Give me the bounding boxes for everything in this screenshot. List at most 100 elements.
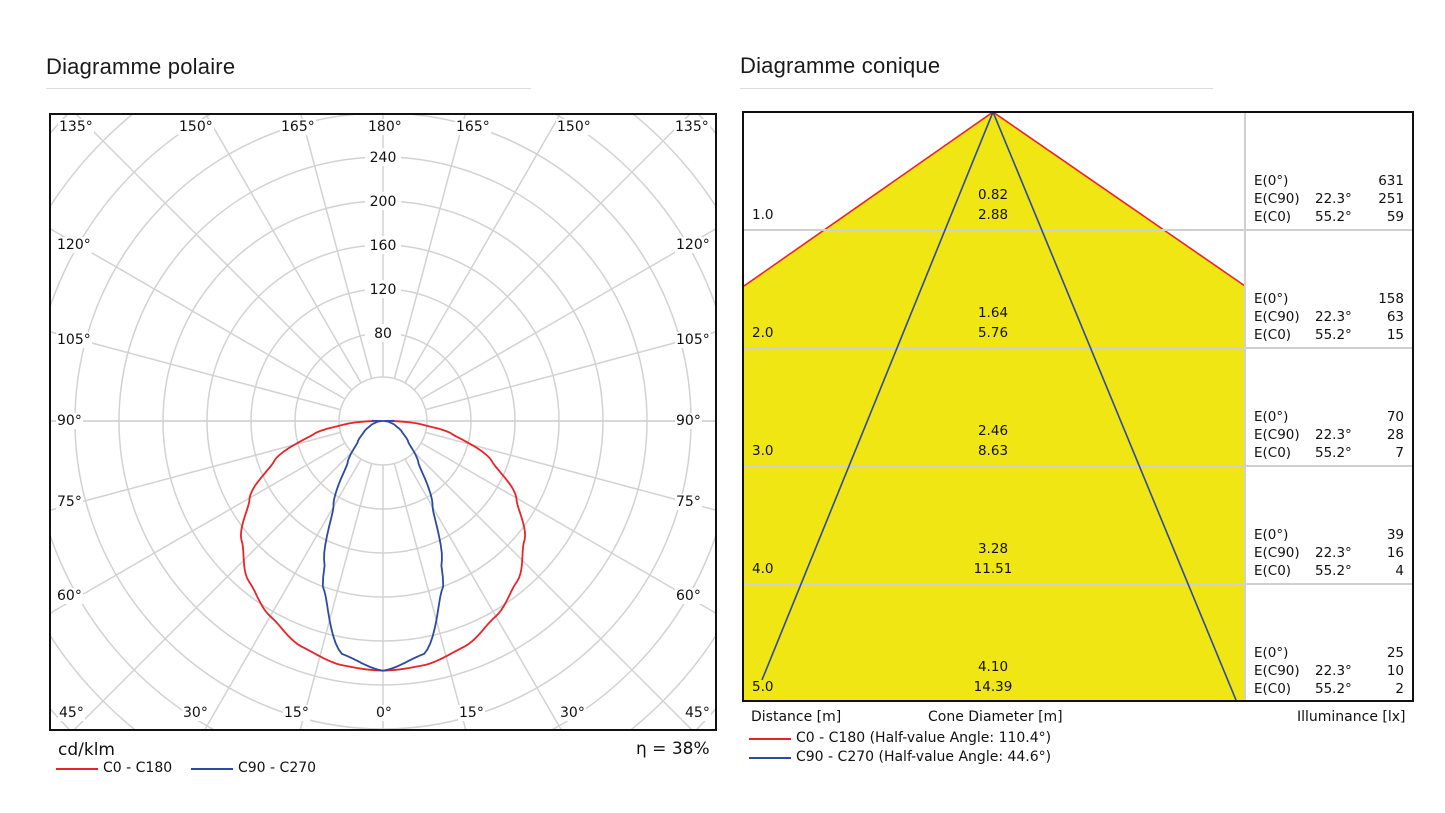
illuminance-e0-label: E(0°)	[1254, 291, 1289, 307]
illuminance-ec90-value: 63	[1386, 309, 1404, 325]
angle-label-top: 165°	[280, 119, 316, 135]
cone-fill	[744, 113, 1245, 700]
angle-label-top: 150°	[178, 119, 214, 135]
cone-diameter-c0: 2.88	[977, 207, 1009, 223]
polar-title-rule	[46, 88, 531, 89]
polar-plot: 80 120 160 200 240	[51, 115, 715, 729]
angle-label-bottom: 15°	[283, 705, 310, 721]
polar-title: Diagramme polaire	[46, 54, 236, 79]
polar-spoke	[404, 115, 561, 384]
illuminance-ec90-label: E(C90)	[1254, 427, 1300, 443]
polar-spoke	[51, 442, 346, 614]
cone-distance-label: 3.0	[752, 443, 774, 459]
polar-chart: 80 120 160 200 240	[49, 113, 717, 731]
angle-label-right: 120°	[675, 237, 711, 253]
illuminance-ec0-label: E(C0)	[1254, 445, 1292, 461]
illuminance-ec0-label: E(C0)	[1254, 563, 1292, 579]
angle-label-right: 60°	[675, 588, 702, 604]
angle-label-left: 75°	[56, 494, 83, 510]
illuminance-e0-value: 70	[1386, 409, 1404, 425]
angle-label-left: 105°	[56, 332, 92, 348]
polar-spoke	[393, 463, 467, 729]
cone-legend-swatch-c0	[749, 738, 791, 740]
polar-spoke	[51, 331, 341, 411]
legend-swatch-c90	[191, 768, 233, 770]
polar-efficiency-label: η = 38%	[636, 739, 710, 759]
cone-chart	[742, 111, 1414, 702]
illuminance-ec0-angle: 55.2°	[1315, 681, 1352, 697]
polar-spoke	[404, 458, 562, 729]
illuminance-ec0-label: E(C0)	[1254, 209, 1292, 225]
illuminance-ec0-angle: 55.2°	[1315, 563, 1352, 579]
radial-tick-label: 120	[370, 282, 397, 298]
angle-label-bottom: 30°	[182, 705, 209, 721]
angle-label-top: 135°	[674, 119, 710, 135]
angle-label-left: 90°	[56, 413, 83, 429]
cone-diameter-header: Cone Diameter [m]	[928, 709, 1063, 725]
cone-edge-c90-right	[992, 113, 1237, 700]
cone-plot	[744, 113, 1412, 700]
illuminance-ec0-value: 4	[1395, 563, 1404, 579]
polar-spoke	[299, 463, 373, 729]
illuminance-ec90-value: 16	[1386, 545, 1404, 561]
illuminance-ec90-label: E(C90)	[1254, 191, 1300, 207]
illuminance-ec0-angle: 55.2°	[1315, 445, 1352, 461]
illuminance-ec0-angle: 55.2°	[1315, 327, 1352, 343]
cone-diameter-c90: 4.10	[977, 659, 1009, 675]
illuminance-ec90-value: 251	[1378, 191, 1404, 207]
angle-label-right: 75°	[675, 494, 702, 510]
illuminance-ec90-label: E(C90)	[1254, 309, 1300, 325]
illuminance-ec90-value: 28	[1386, 427, 1404, 443]
polar-spoke	[51, 431, 341, 511]
angle-label-top: 165°	[455, 119, 491, 135]
polar-spoke	[413, 451, 693, 729]
cone-distance-header: Distance [m]	[751, 709, 842, 725]
angle-label-bottom: 15°	[458, 705, 485, 721]
legend-label-c0: C0 - C180	[103, 760, 173, 776]
polar-spoke	[413, 115, 691, 391]
cone-title-rule	[740, 88, 1213, 89]
cone-illuminance-header: Illuminance [lx]	[1297, 709, 1406, 725]
angle-label-top: 150°	[556, 119, 592, 135]
illuminance-ec90-label: E(C90)	[1254, 545, 1300, 561]
illuminance-ec0-value: 59	[1386, 209, 1404, 225]
cone-legend-label-c0: C0 - C180 (Half-value Angle: 110.4°)	[796, 730, 1052, 746]
illuminance-ec0-label: E(C0)	[1254, 327, 1292, 343]
cone-title: Diagramme conique	[740, 53, 941, 78]
cone-legend-swatch-c90	[749, 757, 791, 759]
cone-diameter-c90: 2.46	[977, 423, 1009, 439]
cone-distance-label: 1.0	[752, 207, 774, 223]
illuminance-e0-value: 158	[1378, 291, 1404, 307]
angle-label-left: 120°	[56, 237, 92, 253]
illuminance-e0-label: E(0°)	[1254, 409, 1289, 425]
illuminance-ec0-value: 2	[1395, 681, 1404, 697]
polar-spoke	[420, 442, 715, 614]
illuminance-e0-value: 39	[1386, 527, 1404, 543]
illuminance-ec90-angle: 22.3°	[1315, 427, 1352, 443]
polar-spoke	[425, 331, 715, 411]
angle-label-bottom: 30°	[559, 705, 586, 721]
illuminance-ec90-angle: 22.3°	[1315, 663, 1352, 679]
polar-spoke	[300, 115, 373, 379]
illuminance-ec90-angle: 22.3°	[1315, 545, 1352, 561]
cone-diameter-c0: 14.39	[973, 679, 1013, 695]
angle-label-right: 90°	[675, 413, 702, 429]
cone-edge-c0-right	[993, 113, 1246, 287]
angle-label-top: 180°	[367, 119, 403, 135]
cone-diameter-c0: 11.51	[973, 561, 1013, 577]
polar-spoke	[420, 228, 715, 400]
cone-diameter-c90: 0.82	[977, 187, 1009, 203]
radial-tick-label: 240	[370, 150, 397, 166]
illuminance-e0-label: E(0°)	[1254, 645, 1289, 661]
illuminance-ec0-label: E(C0)	[1254, 681, 1292, 697]
legend-swatch-c0	[56, 768, 98, 770]
illuminance-e0-label: E(0°)	[1254, 173, 1289, 189]
illuminance-ec90-angle: 22.3°	[1315, 309, 1352, 325]
polar-spoke	[205, 115, 362, 384]
angle-label-right: 105°	[675, 332, 711, 348]
illuminance-ec90-value: 10	[1386, 663, 1404, 679]
illuminance-ec0-value: 15	[1386, 327, 1404, 343]
radial-tick-label: 200	[370, 194, 397, 210]
illuminance-ec0-value: 7	[1395, 445, 1404, 461]
polar-spoke	[73, 451, 353, 729]
